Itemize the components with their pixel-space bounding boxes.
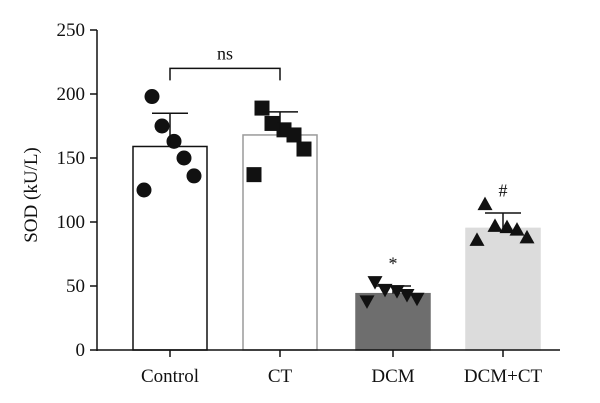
y-tick-label: 100 [57,212,86,233]
y-axis: 0 50 100 150 200 250 [57,20,98,361]
data-point [519,229,535,244]
x-tick-label: Control [141,366,199,387]
data-point [144,89,160,105]
data-point [136,182,152,198]
x-tick-label: DCM [371,366,414,387]
significance-annotations: ns * # [169,43,508,273]
y-axis-label: SOD (kU/L) [21,147,42,243]
data-point [487,218,503,232]
y-tick-label: 0 [76,340,86,361]
data-point [246,167,262,183]
significance-mark: * [389,253,398,273]
x-tick-label: DCM+CT [464,366,543,387]
data-point [377,283,393,298]
data-point [264,115,280,131]
data-point [296,141,312,157]
y-tick-label: 50 [66,276,85,297]
significance-bracket [169,67,281,81]
data-point [367,276,383,290]
data-point [254,100,270,116]
data-point [469,232,485,246]
y-tick-label: 150 [57,148,86,169]
data-point [154,118,170,134]
x-axis: Control CT DCM DCM+CT [97,349,560,387]
data-point [176,150,192,166]
bar-dcm-ct [465,227,541,351]
error-bars [152,111,521,294]
x-tick-label: CT [268,366,293,387]
data-point [499,219,515,234]
y-tick-label: 200 [57,84,86,105]
data-point [286,127,302,143]
data-point [399,288,415,303]
data-point [359,295,375,309]
y-tick-label: 250 [57,20,86,41]
data-point [509,222,525,236]
data-point [186,168,202,184]
significance-mark: # [499,180,508,200]
data-point [409,292,425,307]
data-point [477,196,493,211]
significance-label-ns: ns [217,43,233,63]
data-point [166,133,182,149]
